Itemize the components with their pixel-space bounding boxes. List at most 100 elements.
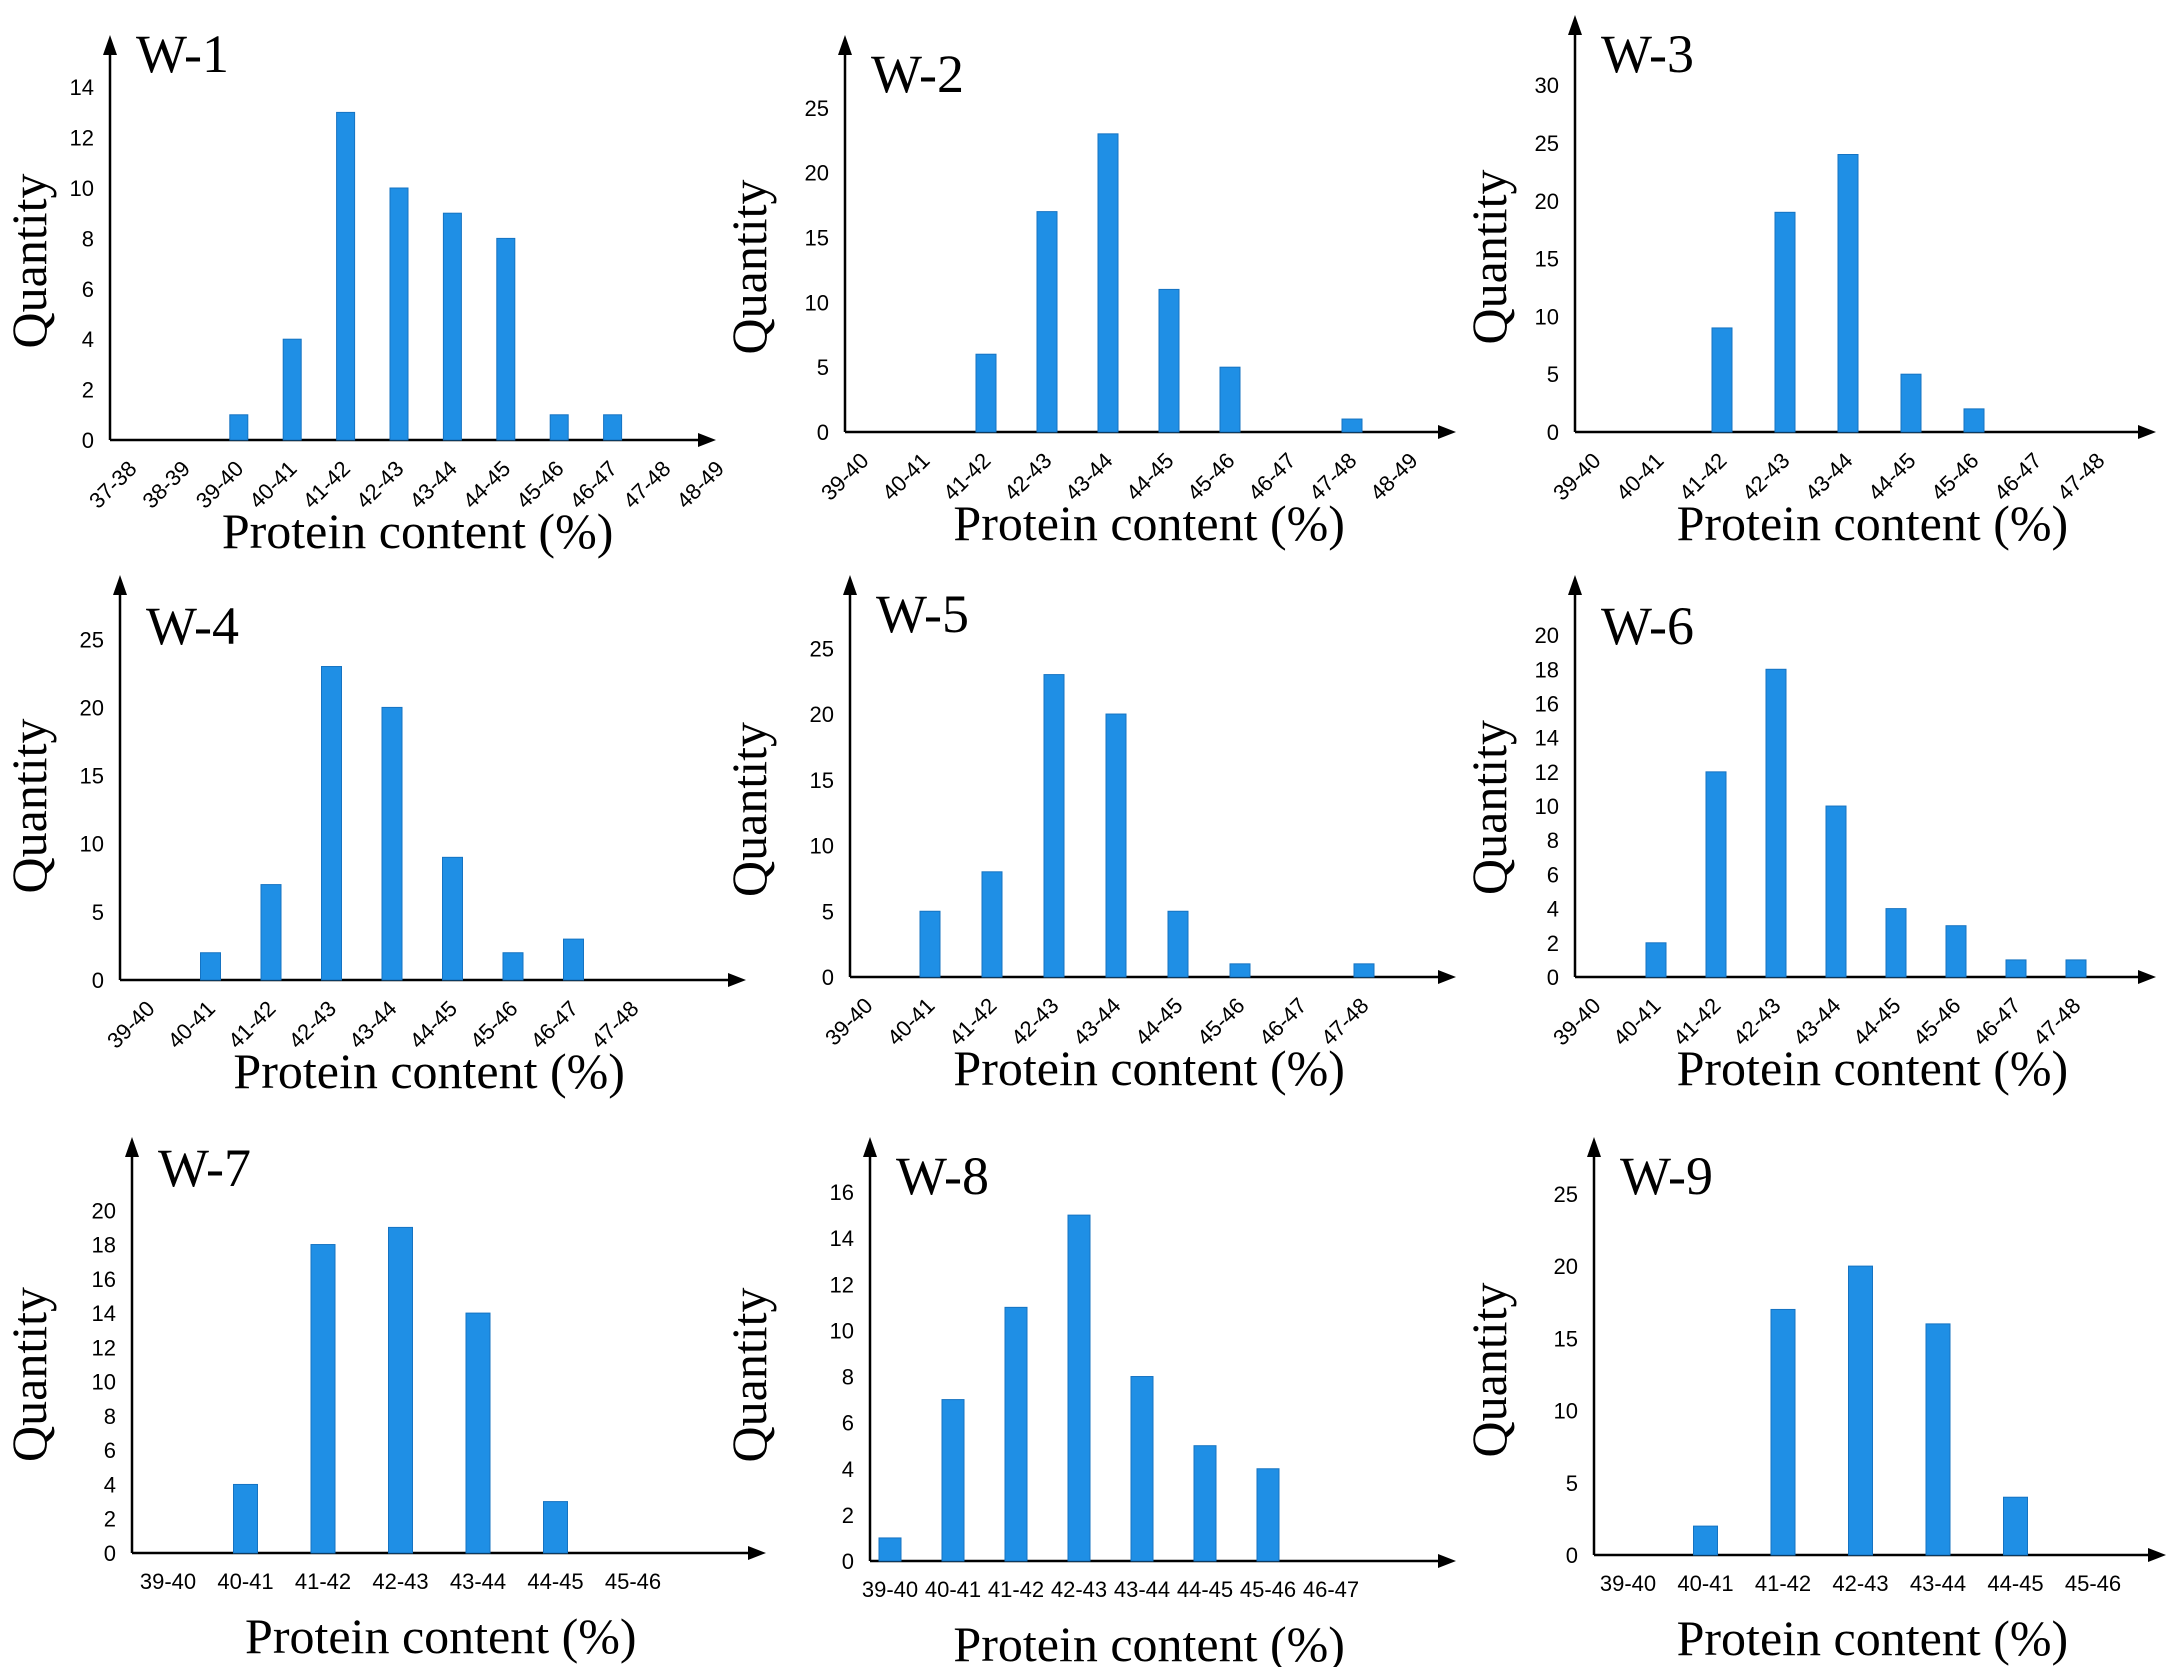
x-tick-label: 39-40 xyxy=(820,993,877,1050)
x-tick-label: 45-46 xyxy=(605,1569,661,1594)
y-tick-label: 0 xyxy=(104,1541,116,1566)
y-tick-label: 25 xyxy=(805,96,829,121)
x-axis-arrow-icon xyxy=(1438,425,1456,439)
y-tick-label: 14 xyxy=(830,1226,854,1251)
x-tick-label: 40-41 xyxy=(877,448,934,505)
chart-panel-w-9: 0 5 10 15 20 25 39-40 40-41 41-42 42-43 43-44 44-45… xyxy=(1460,1110,2171,1667)
y-axis-arrow-icon xyxy=(1587,1137,1601,1157)
bar-41-42 xyxy=(336,111,356,441)
y-tick-label: 0 xyxy=(1547,420,1559,445)
x-tick-label: 40-41 xyxy=(163,996,220,1053)
x-tick-label: 42-43 xyxy=(1832,1571,1888,1596)
y-tick-label: 10 xyxy=(70,176,94,201)
chart-title: W-8 xyxy=(896,1146,989,1206)
y-tick-label: 10 xyxy=(80,832,104,857)
y-tick-label: 12 xyxy=(830,1272,854,1297)
bar-45-46 xyxy=(1963,408,1985,433)
y-tick-label: 5 xyxy=(822,899,834,924)
y-tick-label: 14 xyxy=(70,75,94,100)
y-tick-label: 10 xyxy=(810,834,834,859)
bar-45-46 xyxy=(1256,1468,1280,1562)
y-tick-label: 15 xyxy=(1535,247,1559,272)
x-tick-label: 42-43 xyxy=(372,1569,428,1594)
y-axis-arrow-icon xyxy=(113,575,127,595)
chart-title: W-2 xyxy=(871,44,964,104)
y-tick-label: 6 xyxy=(1547,862,1559,887)
x-tick-label: 43-44 xyxy=(1910,1571,1966,1596)
bar-43-44 xyxy=(381,706,403,981)
chart-title: W-5 xyxy=(876,584,969,644)
y-axis-label: Quantity xyxy=(1,1287,57,1462)
bar-44-45 xyxy=(2003,1496,2028,1556)
chart-panel-w-2: 0 5 10 15 20 25 39-40 40-41 41-42 42-43 43-44 44-45… xyxy=(720,0,1460,560)
y-tick-label: 8 xyxy=(104,1404,116,1429)
y-tick-label: 4 xyxy=(842,1457,854,1482)
bar-44-45 xyxy=(1167,910,1189,978)
bar-44-45 xyxy=(1900,373,1922,433)
bar-45-46 xyxy=(1229,963,1251,978)
y-tick-label: 20 xyxy=(1535,623,1559,648)
y-axis-label: Quantity xyxy=(1461,1283,1517,1458)
y-tick-label: 16 xyxy=(1535,691,1559,716)
x-tick-label: 46-47 xyxy=(1303,1577,1359,1602)
y-tick-label: 0 xyxy=(92,968,104,993)
y-tick-label: 0 xyxy=(1566,1543,1578,1568)
x-axis-arrow-icon xyxy=(1438,970,1456,984)
bar-44-45 xyxy=(1158,288,1180,433)
y-tick-label: 10 xyxy=(1535,794,1559,819)
y-tick-label: 2 xyxy=(1547,931,1559,956)
bar-41-42 xyxy=(975,353,997,433)
x-axis-label: Protein content (%) xyxy=(1677,495,2069,551)
x-tick-label: 40-41 xyxy=(1608,993,1665,1050)
bar-41-42 xyxy=(310,1244,336,1554)
bar-43-44 xyxy=(1105,713,1127,978)
bar-41-42 xyxy=(981,871,1003,978)
y-tick-label: 0 xyxy=(817,420,829,445)
x-axis-arrow-icon xyxy=(728,973,746,987)
y-tick-label: 0 xyxy=(1547,965,1559,990)
x-tick-label: 40-41 xyxy=(217,1569,273,1594)
x-tick-label: 40-41 xyxy=(925,1577,981,1602)
bar-39-40 xyxy=(878,1537,902,1562)
bar-44-45 xyxy=(1885,908,1907,978)
bar-chart-w-1: 0246810121437-3838-3939-4040-4141-4242-4… xyxy=(1,24,729,559)
y-tick-label: 2 xyxy=(842,1503,854,1528)
x-tick-label: 39-40 xyxy=(862,1577,918,1602)
chart-title: W-3 xyxy=(1601,24,1694,84)
x-axis-arrow-icon xyxy=(2138,970,2156,984)
bar-42-43 xyxy=(321,666,342,981)
y-tick-label: 10 xyxy=(1554,1399,1578,1424)
y-tick-label: 20 xyxy=(92,1198,116,1223)
bar-44-45 xyxy=(543,1501,568,1554)
y-tick-label: 14 xyxy=(92,1301,116,1326)
x-axis-label: Protein content (%) xyxy=(245,1608,637,1664)
chart-title: W-4 xyxy=(146,596,239,656)
y-tick-label: 0 xyxy=(822,965,834,990)
chart-panel-w-5: 0 5 10 15 20 25 39-40 40-41 41-42 42-43 43-44 44-45… xyxy=(720,560,1460,1120)
chart-panel-w-4: 0 5 10 15 20 25 39-40 40-41 41-42 42-43 43-44 44-45… xyxy=(0,560,746,1120)
y-axis-arrow-icon xyxy=(1568,575,1582,595)
bar-47-48 xyxy=(1341,418,1363,433)
x-tick-label: 43-44 xyxy=(450,1569,506,1594)
y-tick-label: 4 xyxy=(1547,897,1559,922)
bar-42-43 xyxy=(1774,211,1796,433)
bar-41-42 xyxy=(1705,771,1727,978)
y-tick-label: 0 xyxy=(82,428,94,453)
bar-42-43 xyxy=(1765,668,1787,978)
y-tick-label: 10 xyxy=(1535,304,1559,329)
bar-40-41 xyxy=(282,338,302,441)
bar-42-43 xyxy=(388,1226,413,1554)
y-tick-label: 2 xyxy=(104,1507,116,1532)
bar-42-43 xyxy=(1067,1214,1091,1562)
chart-panel-w-6: 0 2 4 6 8 10 12 14 16 18 20 39-40 40-41 41-42 42-43 43-… xyxy=(1460,560,2171,1120)
y-tick-label: 6 xyxy=(82,277,94,302)
y-tick-label: 15 xyxy=(80,764,104,789)
y-tick-label: 10 xyxy=(92,1370,116,1395)
x-tick-label: 40-41 xyxy=(882,993,939,1050)
chart-panel-w-1: 0 2 4 6 8 10 12 14 37-38 38-39 39-40 40-41 41-42 42-4… xyxy=(0,0,729,560)
bar-40-41 xyxy=(200,952,221,981)
bar-chart-w-8: 0 2 4 6 8 10 12 14 16 39-40 40-41 41-42 42-43 43-44 44… xyxy=(721,1137,1456,1667)
